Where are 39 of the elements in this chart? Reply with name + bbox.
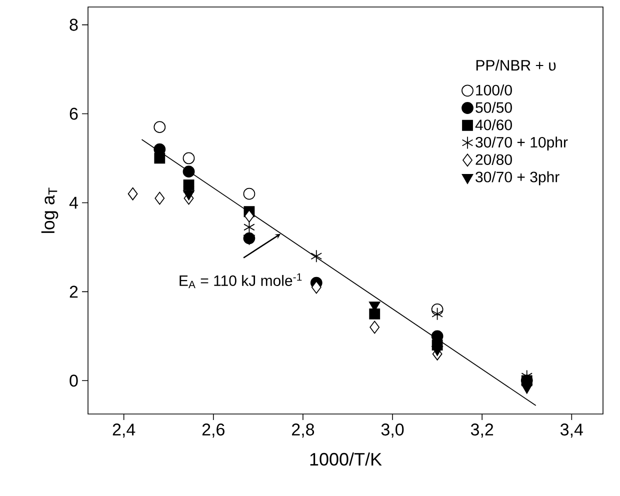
- point: [244, 220, 255, 234]
- legend-label: 40/60: [475, 119, 512, 130]
- legend-label: 30/70 + 10phr: [476, 136, 568, 151]
- legend-label: 30/70 + 3phr: [476, 171, 560, 186]
- y-tick-label: 8: [70, 18, 78, 31]
- point: [154, 192, 165, 205]
- point: [521, 384, 533, 394]
- point: [244, 210, 254, 223]
- point: [183, 190, 194, 200]
- point: [154, 121, 166, 134]
- x-tick-label: 2,4: [112, 424, 136, 438]
- y-tick-label: 0: [70, 374, 78, 387]
- x-tick-label: 3,4: [560, 424, 583, 438]
- point: [182, 152, 195, 164]
- point: [154, 152, 166, 164]
- x-tick-label: 3,2: [470, 424, 494, 438]
- x-tick-label: 2,6: [202, 424, 224, 438]
- point: [432, 307, 443, 320]
- point: [310, 250, 322, 263]
- y-tick-label: 2: [70, 286, 78, 298]
- point: [244, 234, 255, 245]
- point: [369, 308, 380, 320]
- y-tick-label: 6: [70, 108, 78, 120]
- point: [311, 280, 322, 294]
- point: [432, 346, 443, 356]
- legend-label: 20/80: [476, 154, 512, 165]
- point: [182, 166, 195, 178]
- y-axis-title: log a$_{T}$: [41, 188, 58, 233]
- point: [128, 187, 138, 200]
- point: [243, 188, 256, 200]
- legend-title: PP/NBR + υ: [476, 60, 556, 71]
- y-tick-label: 4: [69, 196, 78, 209]
- x-tick-label: 3,0: [381, 424, 404, 438]
- x-axis-title: 1000/T/K: [310, 452, 382, 466]
- x-tick-label: 2,8: [292, 424, 314, 438]
- legend-label: 50/50: [476, 102, 512, 113]
- point: [370, 320, 380, 334]
- annotation: E$_{A}$ = 110 kJ mole$^{-1}$: [180, 273, 302, 288]
- legend-label: 100/0: [476, 84, 512, 96]
